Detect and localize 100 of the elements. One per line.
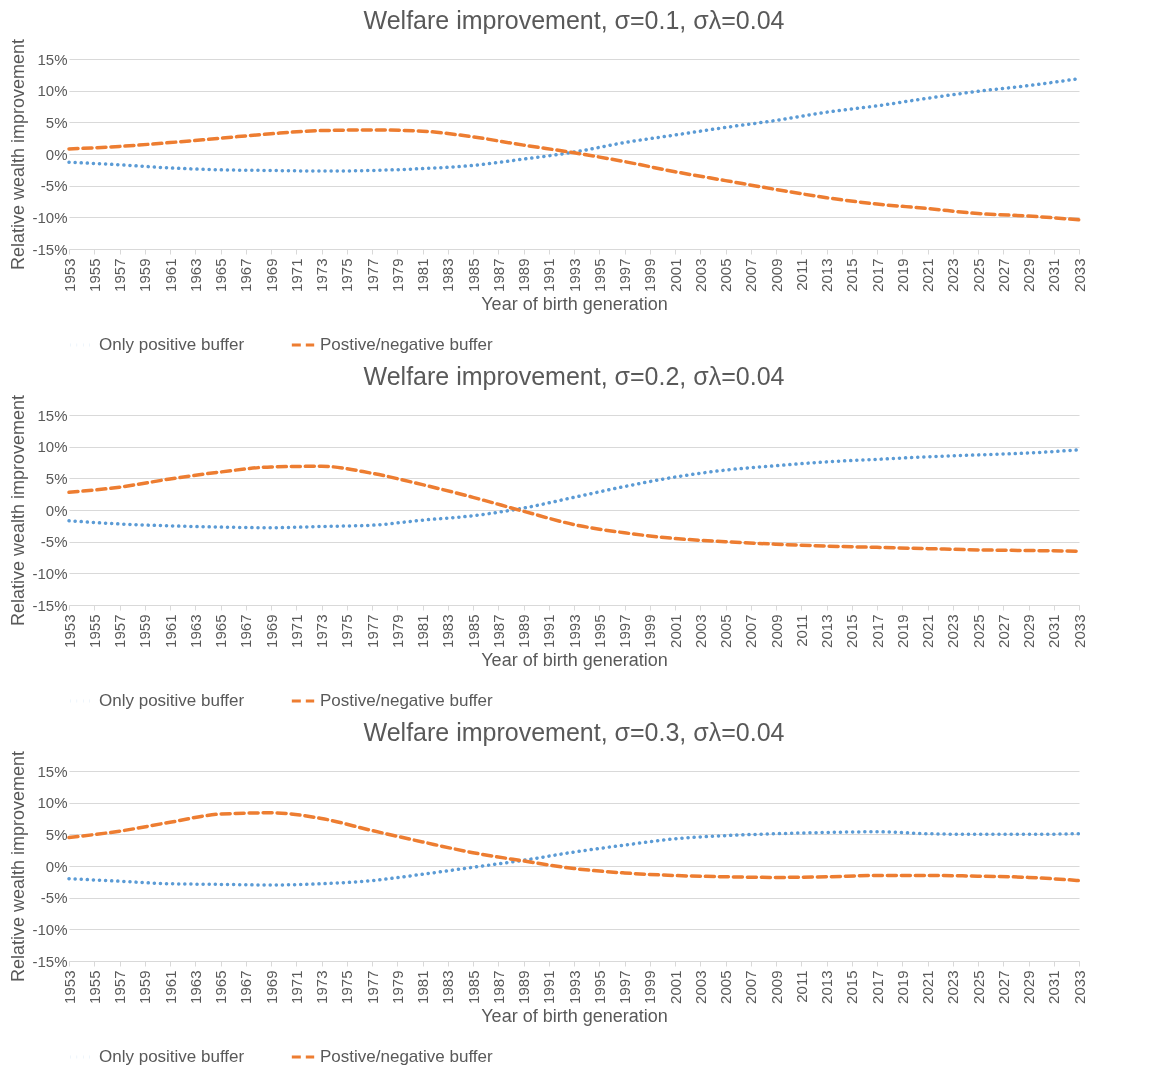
x-tick-label: 1981 [414, 970, 431, 1004]
chart-title: Welfare improvement, σ=0.3, σλ=0.04 [363, 718, 785, 747]
y-tick-label: 0% [45, 145, 68, 163]
x-tick-label: 2001 [666, 614, 684, 648]
x-tick-label: 1979 [388, 258, 406, 292]
x-tick-label: 1959 [136, 970, 154, 1004]
x-tick-label: 2013 [818, 970, 835, 1004]
legend-label: Only positive buffer [99, 335, 245, 354]
x-tick-label: 1965 [212, 614, 229, 648]
x-tick-label: 2023 [944, 258, 962, 292]
x-tick-label: 2013 [818, 258, 835, 292]
x-tick-label: 1963 [186, 970, 204, 1004]
x-tick-label: 2013 [818, 614, 835, 648]
y-tick-label: 0% [45, 501, 68, 519]
y-tick-label: 0% [45, 857, 68, 875]
y-tick-label: 5% [45, 113, 68, 131]
legend-label: Only positive buffer [99, 1047, 245, 1066]
x-tick-label: 2033 [1070, 970, 1088, 1004]
x-tick-label: 1983 [439, 258, 457, 292]
y-tick-label: 5% [45, 469, 68, 487]
x-axis-title: Year of birth generation [481, 293, 668, 314]
x-tick-label: 2029 [1020, 258, 1037, 292]
y-tick-label: -15% [32, 240, 68, 258]
y-tick-label: 15% [37, 406, 68, 424]
x-tick-label: 1993 [565, 258, 583, 292]
x-tick-label: 1971 [287, 614, 305, 648]
x-tick-label: 2007 [742, 258, 760, 292]
x-tick-label: 1967 [237, 614, 255, 648]
x-tick-label: 1987 [489, 258, 507, 292]
line-series [67, 830, 1081, 887]
x-tick-label: 1997 [616, 258, 633, 292]
x-tick-label: 2017 [868, 258, 886, 292]
chart-title: Welfare improvement, σ=0.1, σλ=0.04 [363, 6, 785, 35]
x-tick-label: 1955 [85, 970, 103, 1004]
x-tick-label: 2009 [767, 970, 785, 1004]
x-tick-label: 2027 [994, 970, 1012, 1004]
x-tick-label: 2021 [919, 970, 936, 1004]
x-tick-label: 2001 [666, 258, 684, 292]
x-tick-label: 2023 [944, 970, 962, 1004]
x-tick-label: 1999 [641, 614, 659, 648]
x-tick-label: 1999 [641, 258, 659, 292]
x-tick-label: 1995 [590, 258, 608, 292]
line-series [67, 811, 1081, 883]
x-tick-label: 1955 [85, 258, 103, 292]
y-tick-label: -15% [32, 952, 68, 970]
x-tick-label: 1995 [590, 970, 608, 1004]
x-tick-label: 2015 [843, 258, 861, 292]
y-tick-label: 10% [37, 82, 68, 100]
x-tick-label: 1985 [464, 614, 482, 648]
x-tick-label: 2005 [717, 258, 734, 292]
y-tick-label: 10% [37, 438, 68, 456]
x-tick-label: 1973 [313, 258, 330, 292]
legend-label: Postive/negative buffer [320, 335, 493, 354]
y-tick-label: -10% [32, 564, 68, 582]
x-tick-label: 2015 [843, 970, 861, 1004]
y-tick-label: -15% [32, 596, 68, 614]
x-tick-label: 1995 [590, 614, 608, 648]
x-tick-label: 2021 [919, 614, 936, 648]
x-tick-label: 1961 [161, 614, 179, 648]
x-tick-label: 1957 [111, 970, 128, 1004]
y-axis-title: Relative wealth improvement [8, 750, 29, 983]
x-tick-label: 1955 [85, 614, 103, 648]
y-tick-label: -10% [32, 208, 68, 226]
x-tick-label: 1969 [262, 970, 280, 1004]
x-tick-label: 1989 [515, 614, 532, 648]
x-tick-label: 2011 [792, 258, 810, 291]
x-tick-label: 1973 [313, 614, 330, 648]
x-tick-label: 1975 [338, 970, 356, 1004]
x-tick-label: 1953 [60, 258, 78, 292]
y-axis-title: Relative wealth improvement [8, 38, 29, 271]
x-tick-label: 1991 [540, 614, 558, 648]
x-axis-title: Year of birth generation [481, 1005, 668, 1026]
x-tick-label: 2003 [691, 614, 709, 648]
x-tick-label: 2031 [1045, 258, 1063, 292]
x-tick-label: 1971 [287, 258, 305, 292]
x-tick-label: 1997 [616, 970, 633, 1004]
x-tick-label: 2017 [868, 614, 886, 648]
x-tick-label: 1999 [641, 970, 659, 1004]
x-tick-label: 1977 [363, 258, 381, 292]
x-tick-label: 1993 [565, 614, 583, 648]
x-tick-label: 1989 [515, 970, 532, 1004]
x-tick-label: 1975 [338, 258, 356, 292]
x-tick-label: 2025 [969, 614, 987, 648]
x-tick-label: 1967 [237, 970, 255, 1004]
x-tick-label: 1969 [262, 614, 280, 648]
x-tick-label: 1991 [540, 258, 558, 292]
y-tick-label: -10% [32, 920, 68, 938]
y-tick-label: 15% [37, 762, 68, 780]
x-tick-label: 2031 [1045, 970, 1063, 1004]
x-tick-label: 1991 [540, 970, 558, 1004]
x-tick-label: 1985 [464, 258, 482, 292]
x-tick-label: 1987 [489, 614, 507, 648]
x-tick-label: 2025 [969, 970, 987, 1004]
x-tick-label: 2009 [767, 614, 785, 648]
x-tick-label: 1963 [186, 258, 204, 292]
x-tick-label: 2001 [666, 970, 684, 1004]
x-tick-label: 2005 [717, 970, 734, 1004]
x-axis-title: Year of birth generation [481, 649, 668, 670]
x-tick-label: 1965 [212, 258, 229, 292]
x-tick-label: 1961 [161, 970, 179, 1004]
